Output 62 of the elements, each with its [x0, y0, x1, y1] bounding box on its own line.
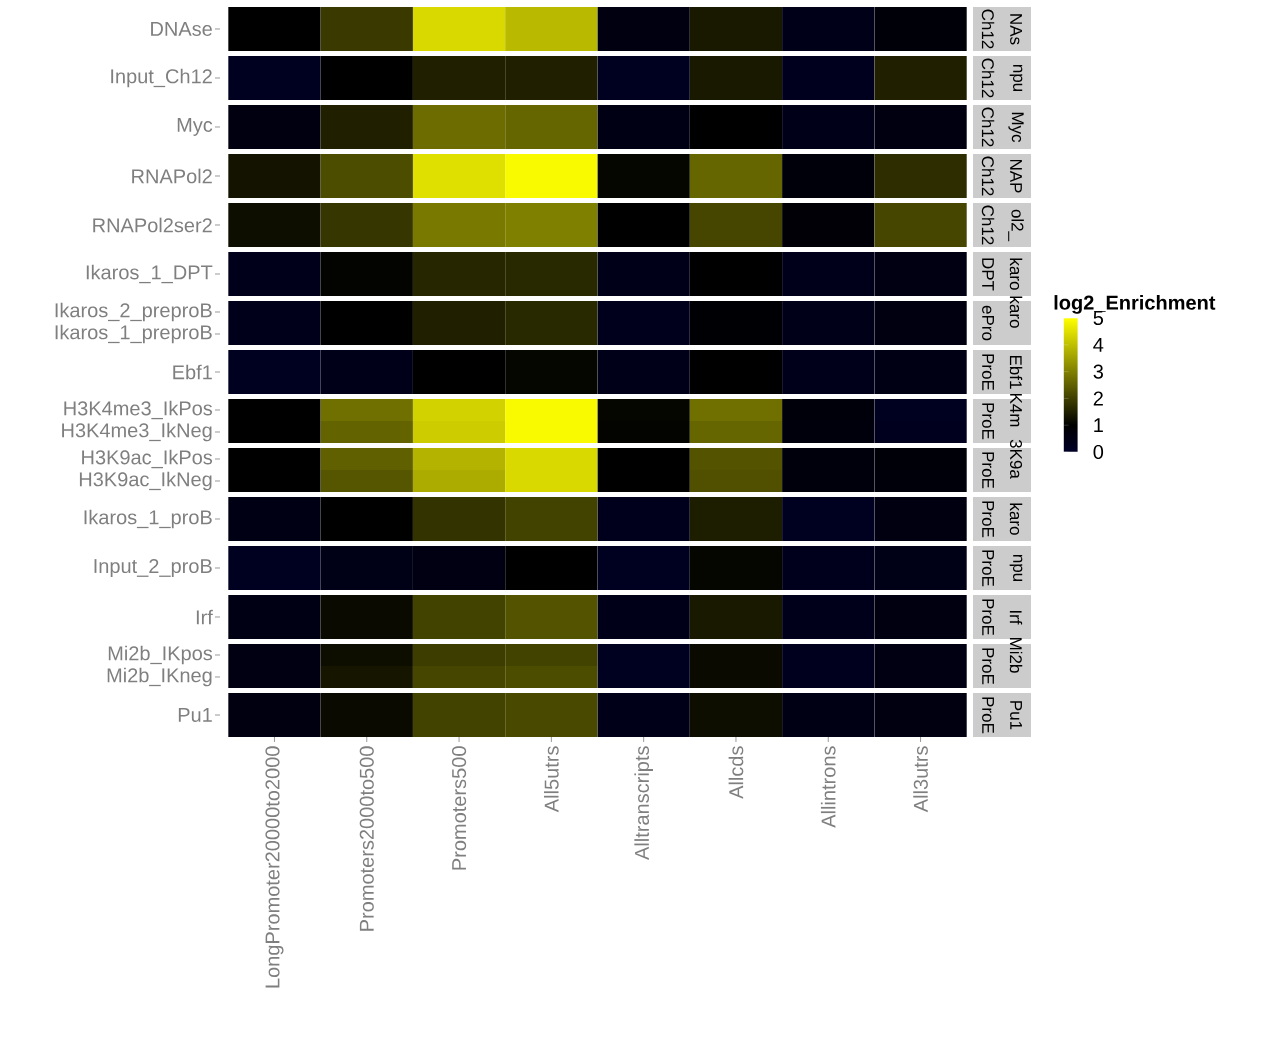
y-tick-label: Input_2_proB	[94, 558, 212, 578]
y2-tick-label: karo	[1009, 503, 1023, 535]
text: ProE	[982, 403, 994, 440]
y-tick-label: Ikaros_2_preproB	[55, 302, 212, 322]
color-bar-label: 0	[1093, 444, 1104, 460]
y2-tick-label: Pu1	[1010, 701, 1022, 730]
text: Ch12	[981, 107, 995, 147]
y2-tick-label: K4m	[1010, 393, 1022, 427]
x-tick-label: LongPromoter20000to2000	[265, 746, 284, 988]
y-tick-label: Ikaros_1_preproB	[55, 324, 212, 344]
text: DPT	[982, 258, 994, 291]
y-tick-label: Irf	[196, 609, 213, 625]
text: ProE	[982, 452, 994, 489]
x-tick-label: Alltranscripts	[634, 746, 653, 860]
y2-tick-label: NAP	[1010, 159, 1022, 193]
y-tick-label: RNAPol2	[132, 168, 212, 184]
y2-tick-label: Irf	[1009, 611, 1023, 625]
color-bar-label: 1	[1094, 418, 1103, 433]
y2-tick-label: karo	[1009, 258, 1023, 290]
text: ProE	[982, 697, 994, 734]
y-tick-label: Ebf1	[173, 364, 212, 380]
y-tick-label: Pu1	[178, 708, 212, 722]
text: ProE	[982, 599, 994, 636]
color-bar-label: 4	[1093, 337, 1104, 352]
y-tick-label: Input_Ch12	[111, 68, 212, 88]
y-tick-label: Ikaros_1_proB	[84, 509, 212, 529]
text: Ch12	[981, 9, 995, 49]
y2-tick-label: Myc	[1008, 112, 1024, 143]
y-tick-label: H3K4me3_IkPos	[64, 400, 213, 420]
color-bar-label: 2	[1093, 391, 1103, 406]
text: ProE	[982, 354, 994, 391]
y2-tick-label: npu	[1009, 64, 1023, 92]
text: ProE	[982, 648, 994, 685]
text: ePro	[982, 305, 994, 341]
text: Ch12	[981, 205, 995, 245]
x-tick-label: All5utrs	[544, 746, 559, 813]
text: Ch12	[981, 156, 995, 196]
y-tick-label: Myc	[177, 118, 213, 136]
x-tick-label: All3utrs	[913, 746, 928, 813]
y2-tick-label: 3K9a	[1009, 439, 1023, 479]
x-tick-label: Promoters500	[451, 746, 467, 870]
y-tick-label: RNAPol2ser2	[93, 217, 212, 233]
x-tick-label: Allintrons	[820, 746, 836, 828]
y2-tick-label: npu	[1009, 554, 1023, 582]
x-tick-label: Promoters2000to500	[359, 746, 374, 931]
y2-tick-label: Ebf1	[1009, 355, 1023, 389]
y-tick-label: Ikaros_1_DPT	[86, 264, 213, 284]
text: Ch12	[981, 58, 995, 98]
color-bar-label: 3	[1093, 364, 1103, 379]
text: ProE	[982, 501, 994, 538]
y-tick-label: Mi2b_IKpos	[108, 645, 213, 665]
y2-tick-label: Mi2b	[1009, 637, 1023, 673]
y-tick-label: Mi2b_IKneg	[107, 667, 212, 687]
text: ProE	[982, 550, 994, 587]
y2-tick-label: NAs	[1010, 14, 1022, 45]
y-tick-label: H3K9ac_IkPos	[82, 449, 213, 469]
y2-tick-label: karo	[1009, 296, 1023, 328]
y-tick-label: DNAse	[151, 22, 212, 36]
x-tick-label: Allcds	[728, 746, 744, 799]
y2-tick-label: ol2_	[1008, 209, 1024, 242]
y-tick-label: H3K4me3_IkNeg	[62, 422, 212, 442]
y-tick-label: H3K9ac_IkNeg	[79, 471, 212, 491]
